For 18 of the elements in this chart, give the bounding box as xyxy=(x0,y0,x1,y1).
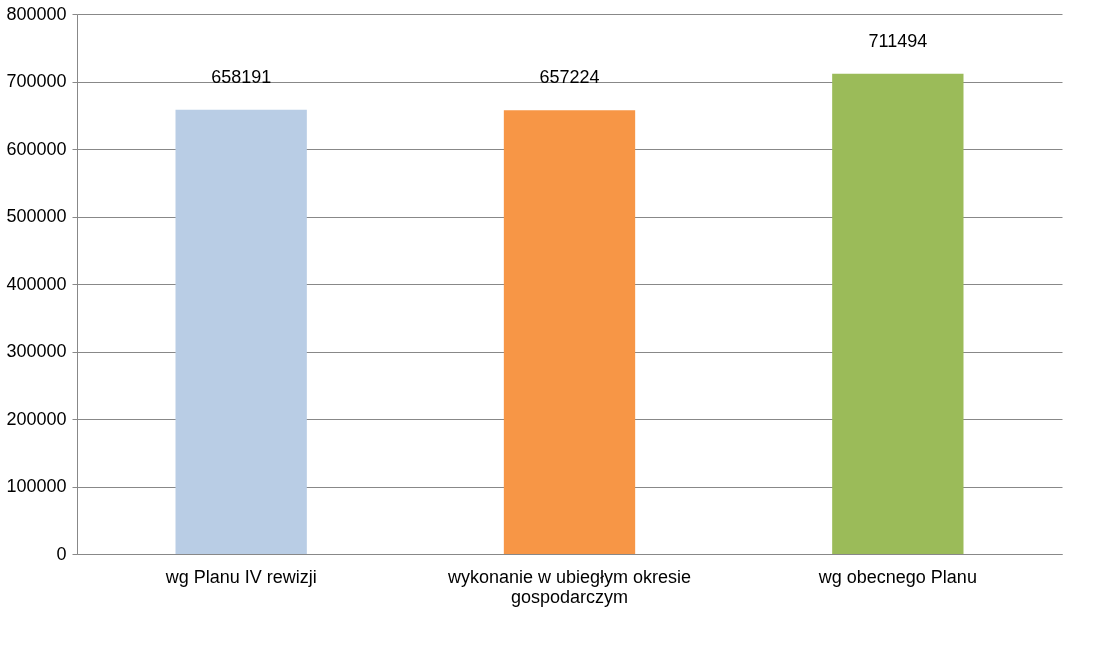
bar xyxy=(175,109,307,554)
y-tick-label: 700000 xyxy=(6,71,67,91)
x-tick-label: wg Planu IV rewizji xyxy=(164,566,317,587)
y-tick-label: 200000 xyxy=(6,408,67,429)
data-label: 711494 xyxy=(868,30,928,51)
bar xyxy=(832,73,964,554)
x-tick-label: wykonanie w ubiegłym okresie gospodarczym xyxy=(446,566,692,607)
y-tick-label: 0 xyxy=(56,543,67,564)
y-tick-label: 500000 xyxy=(6,206,67,226)
y-tick-label: 300000 xyxy=(6,341,67,361)
data-label: 658191 xyxy=(211,66,272,87)
bar xyxy=(503,110,636,554)
y-tick-label: 400000 xyxy=(6,273,67,294)
x-tick-label: wg obecnego Planu xyxy=(817,566,977,587)
data-label: 657224 xyxy=(539,67,600,88)
y-tick-label: 100000 xyxy=(6,476,67,496)
y-tick-label: 600000 xyxy=(6,138,67,159)
y-tick-label: 800000 xyxy=(6,3,67,24)
